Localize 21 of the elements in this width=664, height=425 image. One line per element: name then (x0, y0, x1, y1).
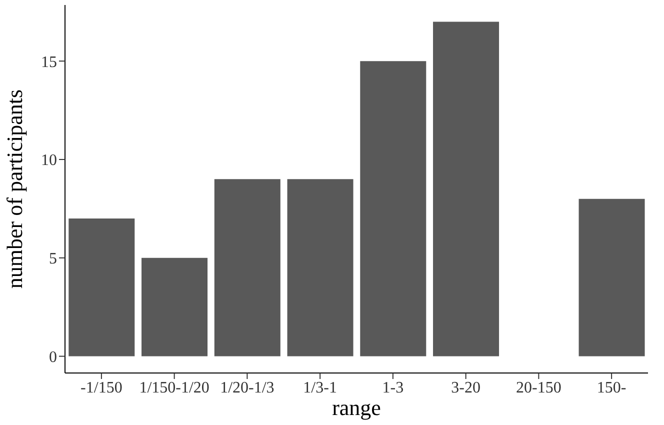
x-tick-label: 1/150-1/20 (139, 379, 210, 396)
y-tick-label: 10 (41, 152, 57, 170)
x-axis-title: range (332, 395, 381, 420)
x-tick-label: -1/150 (80, 379, 122, 396)
y-tick-label: 5 (49, 250, 57, 268)
x-tick-label: 1/3-1 (303, 379, 337, 396)
y-axis-title: number of participants (2, 89, 27, 289)
x-tick-label: 150- (596, 379, 626, 396)
x-tick-label: 3-20 (451, 379, 480, 396)
y-tick-label: 15 (41, 54, 57, 71)
bar (433, 22, 500, 356)
bar (68, 218, 135, 356)
bar (578, 198, 645, 356)
y-tick-label: 0 (49, 348, 57, 366)
bar (360, 61, 426, 356)
bar (142, 258, 208, 356)
bar (287, 179, 354, 356)
bar (214, 179, 280, 356)
x-tick-label: 20-150 (516, 379, 562, 396)
x-tick-label: 1-3 (382, 379, 404, 396)
x-tick-label: 1/20-1/3 (220, 379, 274, 396)
